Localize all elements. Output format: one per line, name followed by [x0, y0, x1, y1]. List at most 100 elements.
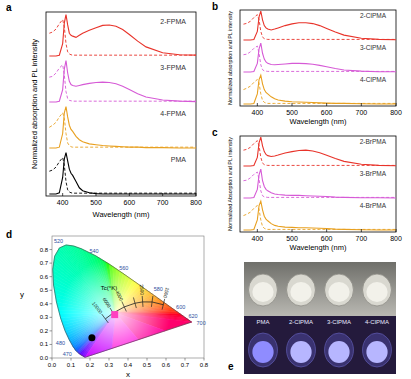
- pl-curve: [243, 75, 396, 104]
- vial-label: 3-ClPMA: [327, 319, 351, 325]
- x-tick-label: 0.8: [200, 362, 209, 368]
- isotherm: [133, 297, 136, 308]
- photo-uv: [244, 316, 396, 374]
- x-tick: [162, 193, 163, 196]
- powder-day: [328, 282, 349, 302]
- sample-label: PMA: [171, 156, 187, 163]
- x-tick: [185, 358, 186, 361]
- x-tick: [204, 358, 205, 361]
- x-tick-label: 700: [355, 109, 367, 116]
- x-axis-label: Wavelength (nm): [93, 210, 150, 219]
- x-tick: [52, 358, 53, 361]
- curves: [243, 137, 396, 230]
- x-tick-label: 600: [123, 199, 135, 206]
- powder-uv: [252, 341, 273, 363]
- y-tick: [50, 290, 53, 291]
- panel-label: c: [212, 127, 218, 138]
- x-tick: [128, 358, 129, 361]
- vial-day: [249, 274, 278, 306]
- isotherm: [142, 296, 144, 307]
- x-axis-label: x: [126, 370, 130, 379]
- wavelength-label: 700: [197, 320, 206, 326]
- sample-label: 3-FPMA: [160, 64, 186, 71]
- x-tick-label: 500: [90, 199, 102, 206]
- wavelength-label: 470: [63, 351, 72, 357]
- isotherm: [122, 301, 127, 311]
- panel-label: e: [228, 361, 234, 372]
- y-tick-label: 0.6: [40, 274, 49, 280]
- x-tick: [326, 103, 327, 106]
- white-glow: [53, 245, 192, 357]
- powder-day: [290, 282, 311, 302]
- y-tick-label: 0.1: [40, 341, 49, 347]
- vial-label: PMA: [256, 319, 269, 325]
- cie-panel: d470480520540560580600620700100006000400…: [6, 229, 209, 379]
- x-tick: [147, 358, 148, 361]
- y-axis-label: Normalized absorption and PL intensity: [227, 11, 233, 105]
- curves: [49, 15, 196, 194]
- y-axis-label: y: [20, 290, 24, 299]
- planckian-locus: [105, 302, 163, 319]
- vial-uv: [363, 333, 392, 367]
- spectra-panel: a2-FPMA3-FPMA4-FPMAPMA400500600700800Wav…: [6, 2, 202, 219]
- x-tick-label: 0.3: [105, 362, 114, 368]
- sample-label: 2-BrPMA: [360, 138, 387, 145]
- vial-uv: [325, 333, 354, 367]
- x-tick-label: 0.1: [67, 362, 76, 368]
- vial-day: [363, 274, 392, 306]
- vial-label: 2-ClPMA: [289, 319, 313, 325]
- plot-frame: [52, 236, 204, 358]
- panel-label: a: [6, 2, 12, 13]
- x-tick-label: 400: [251, 109, 263, 116]
- powder-uv: [290, 341, 311, 363]
- y-tick: [50, 263, 53, 264]
- pl-curve: [243, 43, 396, 72]
- vial-day: [287, 274, 316, 306]
- isotherm: [162, 299, 165, 310]
- y-tick: [50, 358, 53, 359]
- y-tick: [50, 344, 53, 345]
- temperature-label: 2500: [139, 284, 145, 295]
- y-tick-label: 0.8: [40, 247, 49, 253]
- y-tick-label: 0.2: [40, 328, 49, 334]
- x-tick: [71, 358, 72, 361]
- sample-label: 3-BrPMA: [360, 170, 387, 177]
- x-tick-label: 0.6: [162, 362, 171, 368]
- plot-frame: [240, 136, 396, 232]
- x-tick: [196, 193, 197, 196]
- x-tick: [292, 103, 293, 106]
- absorption-curve: [49, 158, 196, 194]
- vial-uv: [249, 333, 278, 367]
- x-tick: [109, 358, 110, 361]
- y-tick: [50, 330, 53, 331]
- figure: a2-FPMA3-FPMA4-FPMAPMA400500600700800Wav…: [0, 0, 411, 379]
- absorption-curve: [49, 20, 196, 56]
- x-tick-label: 0.4: [124, 362, 133, 368]
- sample-label: 2-FPMA: [160, 18, 186, 25]
- planckian: [102, 296, 165, 323]
- photo-daylight: [244, 262, 396, 316]
- x-tick: [90, 358, 91, 361]
- plot-frame: [240, 10, 396, 106]
- panel-label: b: [212, 1, 218, 12]
- x-tick-label: 400: [251, 235, 263, 242]
- absorption-curve: [243, 206, 396, 230]
- y-tick-label: 0.3: [40, 314, 49, 320]
- x-tick: [62, 193, 63, 196]
- x-tick-label: 700: [355, 235, 367, 242]
- planckian-title: Tc(°K): [101, 285, 117, 291]
- x-tick: [326, 229, 327, 232]
- temperature-label: 6000: [102, 297, 112, 309]
- pl-curve: [49, 107, 196, 148]
- vial-uv: [287, 333, 316, 367]
- isotherm: [102, 314, 109, 323]
- points: [88, 311, 118, 341]
- plot-frame: [46, 12, 196, 196]
- x-tick: [396, 103, 397, 106]
- x-tick-label: 800: [390, 109, 402, 116]
- y-tick: [50, 317, 53, 318]
- y-axis-label: Normalized absorption and PL intensity: [30, 39, 39, 169]
- powder-day: [252, 282, 273, 302]
- x-axis-label: Wavelength (nm): [290, 243, 347, 252]
- pl-curve: [49, 15, 196, 56]
